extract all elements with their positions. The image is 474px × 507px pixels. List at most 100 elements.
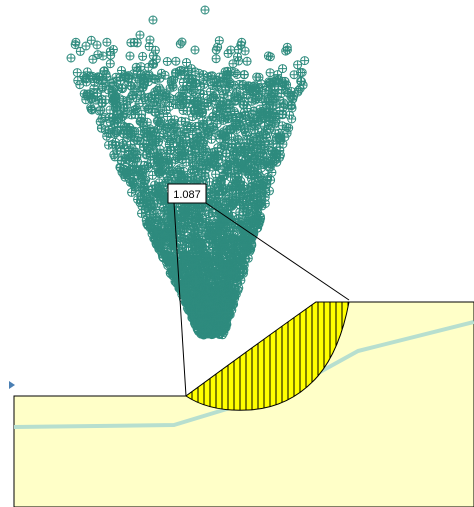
center-marker-icon [181,250,191,260]
center-marker-icon [265,80,275,90]
center-marker-icon [119,103,128,113]
center-marker-icon [128,176,138,186]
triangle-right-icon[interactable] [9,381,15,389]
center-marker-icon [248,154,258,164]
center-marker-icon [230,284,240,294]
center-marker-icon [97,123,106,133]
center-marker-icon [216,129,226,139]
center-marker-icon [227,180,237,190]
center-marker-icon [271,100,281,110]
center-marker-icon [248,226,258,236]
center-marker-icon [211,328,221,337]
center-marker-icon [150,45,160,55]
center-marker-icon [145,35,155,45]
center-marker-icon [202,98,212,108]
center-marker-icon [258,149,268,159]
center-marker-icon [87,93,97,103]
center-marker-icon [129,87,139,97]
center-marker-icon [184,298,193,308]
center-marker-icon [253,168,263,178]
center-marker-icon [126,140,135,150]
center-marker-icon [149,74,159,84]
center-marker-icon [233,52,242,62]
center-marker-icon [204,209,213,219]
center-marker-icon [224,298,234,308]
center-marker-icon [218,259,228,269]
center-marker-icon [108,87,118,97]
center-marker-icon [147,91,157,101]
center-marker-icon [97,94,107,104]
center-marker-icon [218,110,228,120]
center-marker-icon [152,154,162,164]
center-marker-icon [93,75,103,85]
center-marker-icon [109,95,118,105]
center-marker-icon [161,151,171,161]
center-marker-icon [240,127,250,137]
center-marker-icon [231,171,241,181]
factor-of-safety-label[interactable]: 1.087 [167,183,207,204]
center-marker-icon [162,123,172,132]
center-marker-icon [143,62,153,72]
center-marker-icon [286,87,296,96]
center-marker-icon [131,147,141,157]
center-marker-icon [230,109,240,119]
center-marker-icon [216,229,226,239]
center-marker-icon [265,186,274,196]
center-marker-icon [296,68,305,78]
center-marker-icon [113,126,123,136]
center-marker-icon [125,51,135,61]
center-marker-icon [81,41,91,51]
center-marker-icon [123,74,133,83]
center-marker-icon [158,252,168,262]
center-marker-icon [109,150,119,160]
center-marker-icon [192,132,202,142]
center-marker-icon [155,167,165,177]
center-marker-icon [223,75,233,85]
center-marker-icon [118,84,127,94]
center-marker-icon [197,144,207,154]
center-marker-icon [278,102,288,112]
center-marker-icon [219,221,229,231]
center-marker-icon [137,172,147,182]
center-marker-icon [93,50,103,60]
center-marker-icon [223,91,233,101]
center-marker-icon [211,54,221,64]
center-marker-icon [263,51,273,61]
center-marker-icon [124,156,134,165]
center-marker-icon [224,261,234,271]
center-marker-icon [99,66,109,76]
center-marker-icon [252,72,262,82]
center-marker-icon [136,70,146,80]
center-marker-icon [238,202,248,212]
center-marker-icon [118,95,128,105]
center-marker-icon [152,213,162,223]
center-marker-icon [184,242,193,252]
center-marker-icon [192,100,202,109]
center-marker-icon [242,220,251,229]
center-marker-icon [276,89,286,99]
center-marker-icon [188,260,198,270]
center-marker-icon [171,68,180,78]
center-marker-icon [183,218,193,228]
center-marker-icon [152,116,162,126]
center-marker-icon [190,273,200,283]
center-marker-icon [242,56,252,66]
center-marker-icon [234,135,244,145]
center-marker-icon [127,187,137,197]
center-marker-icon [136,192,146,202]
center-marker-icon [214,289,224,299]
center-marker-icon [268,139,278,149]
center-marker-icon [89,74,99,83]
center-marker-icon [66,53,76,63]
center-marker-icon [221,200,231,209]
center-marker-icon [259,129,268,139]
center-marker-icon [224,282,234,292]
center-marker-icon [206,230,216,240]
center-marker-icon [287,114,297,124]
center-marker-icon [137,109,147,119]
center-marker-icon [230,68,240,78]
center-marker-icon [173,145,183,154]
center-marker-icon [186,206,196,216]
center-marker-icon [258,109,268,119]
center-marker-icon [252,185,262,195]
